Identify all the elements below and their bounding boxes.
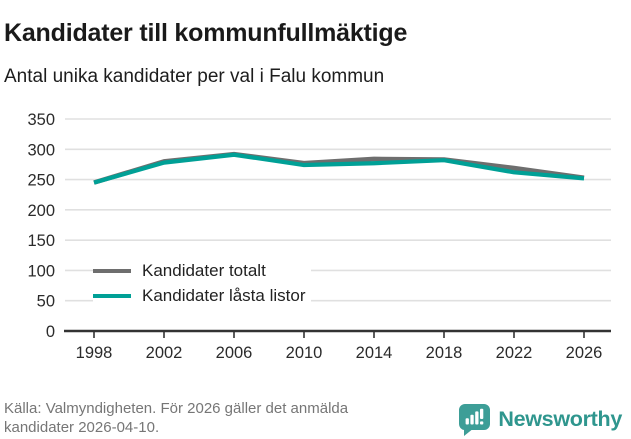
legend-label-totalt: Kandidater totalt xyxy=(142,260,266,280)
legend-swatch-totalt xyxy=(93,268,131,273)
x-axis-label: 2010 xyxy=(286,344,323,362)
y-axis-label: 50 xyxy=(37,293,55,311)
line-chart: 0 50 100 150 200 250 300 350 1998 2002 2006 2010 201… xyxy=(27,111,611,362)
legend-item-totalt: Kandidater totalt xyxy=(93,260,312,281)
newsworthy-logo-text: Newsworthy xyxy=(498,407,622,431)
y-axis-label: 150 xyxy=(27,232,55,250)
legend: Kandidater totalt Kandidater låsta listo… xyxy=(93,260,312,306)
y-axis-label: 350 xyxy=(27,111,55,129)
series-line-0 xyxy=(93,151,585,185)
source-note-line1: Källa: Valmyndigheten. För 2026 gäller d… xyxy=(4,400,349,417)
x-axis-label: 2006 xyxy=(216,344,253,362)
x-axis-label: 2014 xyxy=(356,344,393,362)
x-axis-label: 2022 xyxy=(496,344,533,362)
x-axis-label: 2018 xyxy=(426,344,463,362)
y-axis-label: 250 xyxy=(27,172,55,190)
legend-label-lasta-listor: Kandidater låsta listor xyxy=(142,285,306,305)
page-subtitle: Antal unika kandidater per val i Falu ko… xyxy=(4,66,385,87)
speech-bubble-bar-chart-icon xyxy=(459,404,491,436)
legend-swatch-lasta-listor xyxy=(93,293,131,298)
newsworthy-logo: Newsworthy xyxy=(458,403,622,436)
x-axis-label: 2002 xyxy=(146,344,183,362)
series-line-1 xyxy=(93,152,585,185)
chart-area: 0 50 100 150 200 250 300 350 1998 2002 2006 2010 201… xyxy=(0,105,631,370)
source-note: Källa: Valmyndigheten. För 2026 gäller d… xyxy=(4,399,444,437)
legend-item-lasta-listor: Kandidater låsta listor xyxy=(93,285,312,306)
y-axis-label: 300 xyxy=(27,141,55,159)
y-axis-label: 100 xyxy=(27,262,55,280)
page-title: Kandidater till kommunfullmäktige xyxy=(4,18,408,47)
x-axis-label: 1998 xyxy=(76,344,113,362)
y-axis-label: 200 xyxy=(27,202,55,220)
y-axis-label: 0 xyxy=(46,323,55,341)
source-note-line2: kandidater 2026-04-10. xyxy=(4,419,160,436)
x-axis-label: 2026 xyxy=(566,344,603,362)
